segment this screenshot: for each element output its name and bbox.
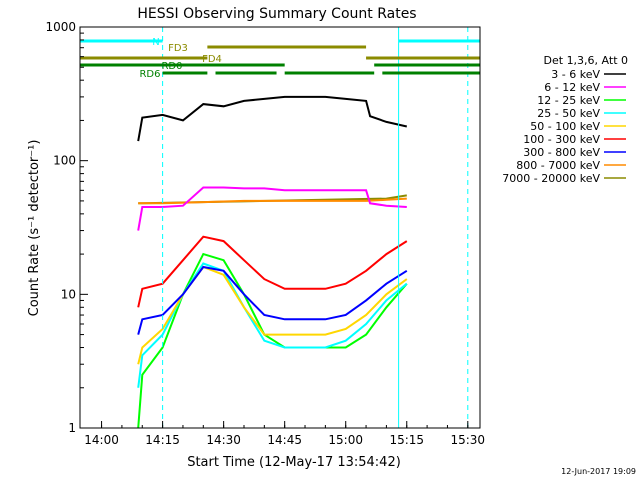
y-tick-label: 100: [53, 154, 76, 168]
x-tick-label: 14:30: [206, 433, 241, 447]
flag-label-fd4: FD4: [202, 54, 222, 65]
x-tick-label: 15:30: [450, 433, 485, 447]
chart-title: HESSI Observing Summary Count Rates: [137, 6, 416, 22]
series-line-6-12-kev: [137, 186, 407, 231]
x-tick-label: 14:00: [84, 433, 119, 447]
series-line-12-25-kev: [137, 252, 408, 429]
flag-label-fd3: FD3: [168, 43, 188, 54]
footer-date: 12-Jun-2017 19:09: [561, 467, 636, 476]
legend-label-12-25-kev: 12 - 25 keV: [537, 94, 600, 107]
flag-label-rd0: RD0: [161, 61, 182, 72]
series-line-50-100-kev: [137, 265, 408, 365]
legend-label-800-7000-kev: 800 - 7000 keV: [516, 159, 600, 172]
legend-label-50-100-kev: 50 - 100 keV: [530, 120, 600, 133]
y-tick-label: 10: [61, 287, 76, 301]
series-line-25-50-kev: [137, 262, 408, 388]
series-line-800-7000-kev: [138, 197, 407, 205]
x-tick-label: 15:15: [389, 433, 424, 447]
plot-frame: [79, 26, 481, 429]
legend-label-25-50-kev: 25 - 50 keV: [537, 107, 600, 120]
x-tick-label: 15:00: [328, 433, 363, 447]
series-line-100-300-kev: [137, 235, 408, 308]
y-tick-label: 1000: [45, 20, 76, 34]
series-line-300-800-kev: [137, 265, 408, 335]
legend-label-7000-20000-kev: 7000 - 20000 keV: [502, 172, 600, 185]
legend-label-100-300-kev: 100 - 300 keV: [523, 133, 600, 146]
x-axis-label: Start Time (12-May-17 13:54:42): [187, 455, 401, 470]
x-tick-label: 14:45: [267, 433, 302, 447]
y-axis-label: Count Rate (s⁻¹ detector⁻¹): [27, 140, 42, 317]
legend-label-6-12-kev: 6 - 12 keV: [544, 81, 600, 94]
legend-label-3-6-kev: 3 - 6 keV: [551, 68, 600, 81]
x-tick-label: 14:15: [145, 433, 180, 447]
flag-label-rd6: RD6: [139, 69, 160, 80]
flag-label-n: N: [152, 37, 159, 48]
legend-label-300-800-kev: 300 - 800 keV: [523, 146, 600, 159]
legend-title: Det 1,3,6, Att 0: [544, 54, 628, 67]
series-line-3-6-kev: [137, 95, 408, 142]
y-tick-label: 1: [68, 421, 76, 435]
